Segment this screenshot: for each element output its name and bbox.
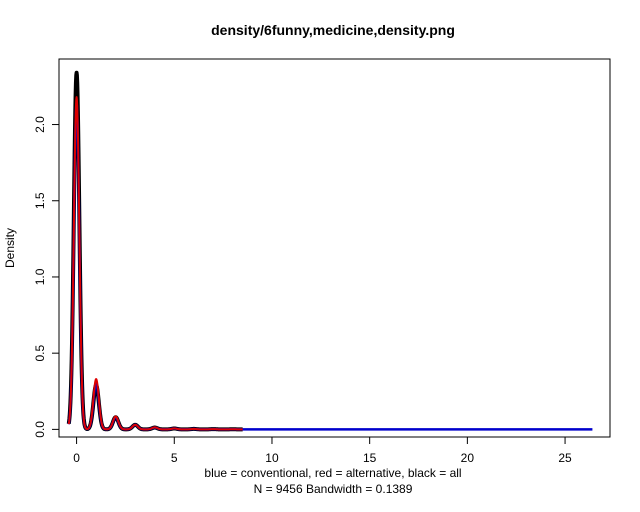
x-tick-label: 10 [265,451,279,465]
y-tick-label: 1.0 [33,268,47,285]
y-tick-label: 1.5 [33,192,47,209]
y-tick-label: 2.0 [33,116,47,133]
density-series-line [67,96,244,431]
x-tick-label: 15 [363,451,377,465]
density-curves [66,70,594,432]
y-axis-label: Density [3,228,17,268]
x-tick-label: 0 [73,451,80,465]
x-tick-label: 25 [558,451,572,465]
x-axis-label: blue = conventional, red = alternative, … [204,466,461,480]
x-tick-label: 5 [171,451,178,465]
chart-title: density/6funny,medicine,density.png [211,22,455,38]
y-tick-label: 0.5 [33,345,47,362]
x-axis: 0 5 10 15 20 25 [73,436,572,465]
y-axis: 0.0 0.5 1.0 1.5 2.0 [33,116,60,438]
x-axis-sublabel: N = 9456 Bandwidth = 0.1389 [254,482,413,496]
x-tick-label: 20 [461,451,475,465]
y-tick-label: 0.0 [33,421,47,438]
